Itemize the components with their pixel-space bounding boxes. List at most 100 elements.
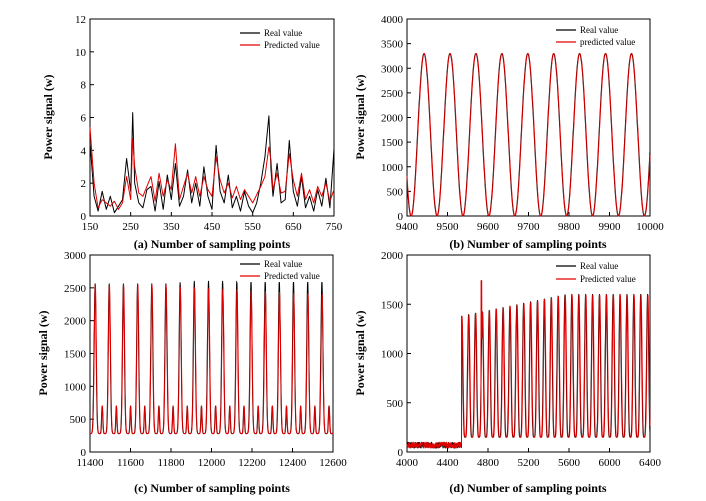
panel-a-yaxis: 0 2 4 6 8 10 12 [75,14,94,223]
xtick-label: 650 [285,221,302,233]
series-predicted-line [89,283,334,435]
panel-d-series [406,280,651,449]
panel-a-xlabel: (a) Number of sampling points [134,237,291,251]
ytick-label: 0 [398,447,404,459]
ytick-label: 0 [398,211,404,223]
xtick-label: 12000 [198,457,226,469]
panel-a-xaxis: 150 250 350 450 550 650 750 [82,212,343,233]
xtick-label: 12400 [279,457,307,469]
ytick-label: 500 [387,186,404,198]
ytick-label: 2000 [381,113,404,125]
legend-predicted-label: Predicted value [580,274,636,284]
xtick-label: 9600 [477,221,500,233]
panel-d: 0 500 1000 1500 2000 4000 4400 4800 5200 5600 600… [353,250,662,495]
ytick-label: 2500 [381,88,404,100]
ytick-label: 4000 [381,14,404,26]
panel-a-series [89,112,335,214]
panel-c-xaxis: 11400 11600 11800 12000 12200 12400 12600 [76,448,347,469]
legend-predicted-label: predicted value [580,37,635,47]
panel-c-legend: Real value Predicted value [237,258,331,282]
xtick-label: 550 [244,221,261,233]
xtick-label: 5200 [518,457,541,469]
panel-c-frame [89,254,334,453]
series-predicted-line [406,280,651,449]
xtick-label: 5600 [558,457,581,469]
panel-c-ylabel: Power signal (w) [36,310,50,395]
ytick-label: 1500 [381,299,404,311]
panel-d-yaxis: 0 500 1000 1500 2000 [381,250,411,459]
panel-a: 0 2 4 6 8 10 12 150 250 350 450 550 650 750 Power si… [41,14,343,251]
series-real-line [89,112,335,214]
panel-b-ylabel: Power signal (w) [353,74,367,159]
ytick-label: 1500 [381,137,404,149]
xtick-label: 11800 [157,457,185,469]
ytick-label: 2000 [64,316,87,328]
xtick-label: 12600 [319,457,347,469]
xtick-label: 11400 [76,457,104,469]
xtick-label: 9800 [558,221,581,233]
ytick-label: 0 [81,211,87,223]
xtick-label: 450 [204,221,221,233]
ytick-label: 8 [81,80,87,92]
panel-c-series [89,280,334,435]
xtick-label: 11600 [117,457,145,469]
xtick-label: 9700 [518,221,541,233]
ytick-label: 4 [81,145,87,157]
panel-d-ylabel: Power signal (w) [353,310,367,395]
ytick-label: 0 [81,447,87,459]
ytick-label: 500 [70,414,87,426]
xtick-label: 6000 [599,457,622,469]
panel-d-xlabel: (d) Number of sampling points [449,481,606,495]
ytick-label: 2500 [64,283,87,295]
ytick-label: 3500 [381,39,404,51]
xtick-label: 150 [82,221,99,233]
legend-real-label: Real value [264,28,302,38]
legend-real-label: Real value [580,261,618,271]
ytick-label: 3000 [381,63,404,75]
panel-b-legend: Real value predicted value [553,23,648,48]
xtick-label: 9900 [599,221,622,233]
panel-b: 0 500 1000 1500 2000 2500 3000 3500 4000 9400 950… [353,14,664,251]
ytick-label: 2 [81,178,87,190]
panel-a-ylabel: Power signal (w) [41,74,55,159]
xtick-label: 10000 [636,221,664,233]
xtick-label: 9400 [396,221,419,233]
legend-predicted-label: Predicted value [264,271,320,281]
panel-b-frame [406,18,651,217]
series-real-line [89,280,334,435]
ytick-label: 10 [75,47,87,59]
ytick-label: 1000 [381,162,404,174]
panel-a-legend: Real value Predicted value [236,28,332,52]
xtick-label: 350 [163,221,180,233]
legend-real-label: Real value [580,25,618,35]
ytick-label: 1000 [64,381,87,393]
ytick-label: 1500 [64,349,87,361]
ytick-label: 3000 [64,250,87,262]
panel-b-xlabel: (b) Number of sampling points [449,237,606,251]
legend-real-label: Real value [264,259,302,269]
panel-b-yaxis: 0 500 1000 1500 2000 2500 3000 3500 4000 [381,14,411,223]
panel-c: 0 500 1000 1500 2000 2500 3000 11400 11600 11800… [36,250,347,495]
panel-d-legend: Real value Predicted value [553,258,648,284]
ytick-label: 1000 [381,349,404,361]
panel-d-xaxis: 4000 4400 4800 5200 5600 6000 6400 [396,448,662,469]
legend-predicted-label: Predicted value [264,40,320,50]
series-predicted-line [89,127,335,210]
ytick-label: 6 [81,113,87,125]
xtick-label: 250 [122,221,139,233]
ytick-label: 2000 [381,250,404,262]
panel-c-xlabel: (c) Number of sampling points [134,481,290,495]
xtick-label: 6400 [639,457,662,469]
series-predicted-line [406,53,651,217]
panel-b-series [406,53,651,217]
xtick-label: 4800 [477,457,500,469]
xtick-label: 4400 [437,457,460,469]
xtick-label: 750 [326,221,343,233]
panel-c-yaxis: 0 500 1000 1500 2000 2500 3000 [64,250,94,459]
xtick-label: 4000 [396,457,419,469]
ytick-label: 12 [75,14,86,26]
xtick-label: 12200 [238,457,266,469]
xtick-label: 9500 [437,221,460,233]
ytick-label: 500 [387,398,404,410]
